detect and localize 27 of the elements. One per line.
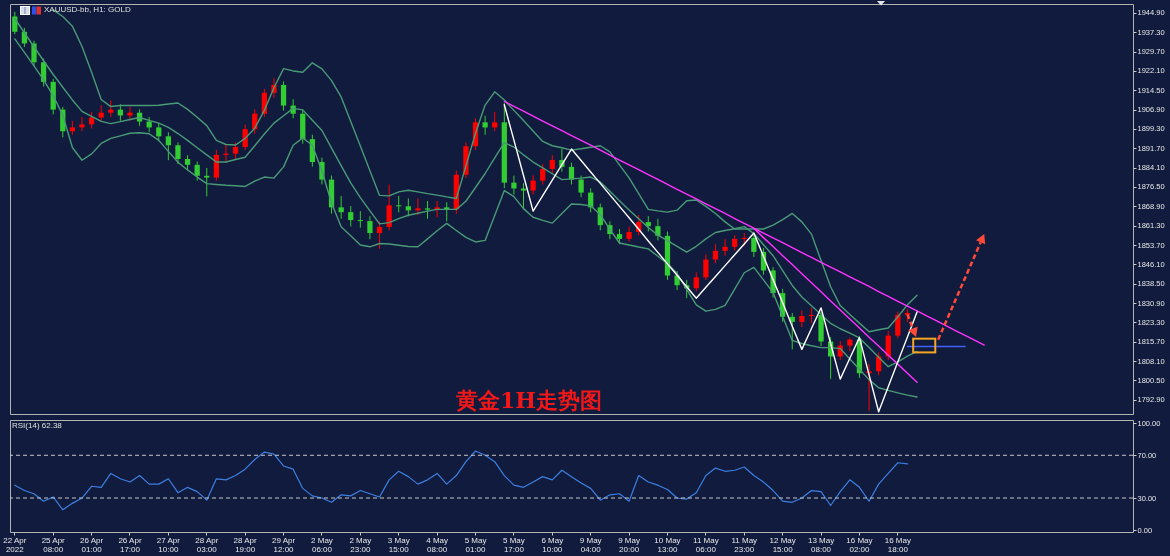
chart-title: XAUUSD-bb, H1: GOLD <box>44 5 131 14</box>
x-tick-label: 2 May 23:00 <box>349 535 372 554</box>
x-tick-label: 5 May 01:00 <box>464 535 487 554</box>
x-tick-label: 11 May 06:00 <box>693 535 719 554</box>
x-tick-label: 4 May 08:00 <box>426 535 449 554</box>
x-tick-label: 12 May 15:00 <box>769 535 796 554</box>
chart-title: RSI(14) 62.38 <box>12 421 63 430</box>
x-tick-label: 27 Apr 10:00 <box>156 535 181 554</box>
x-tick-label: 3 May 15:00 <box>387 535 410 554</box>
x-tick-label: 26 Apr 17:00 <box>118 535 142 554</box>
x-tick-label: 29 Apr 12:00 <box>271 535 296 554</box>
x-tick-label: 5 May 17:00 <box>503 535 525 554</box>
x-tick-label: 28 Apr 19:00 <box>233 535 258 554</box>
x-tick-label: 25 Apr 08:00 <box>41 535 66 554</box>
x-tick-label: 6 May 10:00 <box>541 535 564 554</box>
x-tick-label: 16 May 02:00 <box>846 535 873 554</box>
x-tick-label: 10 May 13:00 <box>654 535 681 554</box>
x-tick-label: 28 Apr 03:00 <box>195 535 219 554</box>
x-tick-label: 22 Apr 2022 <box>3 535 27 554</box>
x-tick-label: 26 Apr 01:00 <box>80 535 104 554</box>
x-tick-label: 2 May 06:00 <box>311 535 333 554</box>
x-tick-label: 9 May 04:00 <box>579 535 602 554</box>
x-tick-label: 13 May 08:00 <box>807 535 835 554</box>
annotation: 黄金1H走势图 <box>455 387 603 413</box>
x-tick-label: 9 May 20:00 <box>618 535 640 554</box>
x-tick-label: 16 May 18:00 <box>884 535 911 554</box>
x-tick-label: 11 May 23:00 <box>731 535 758 554</box>
